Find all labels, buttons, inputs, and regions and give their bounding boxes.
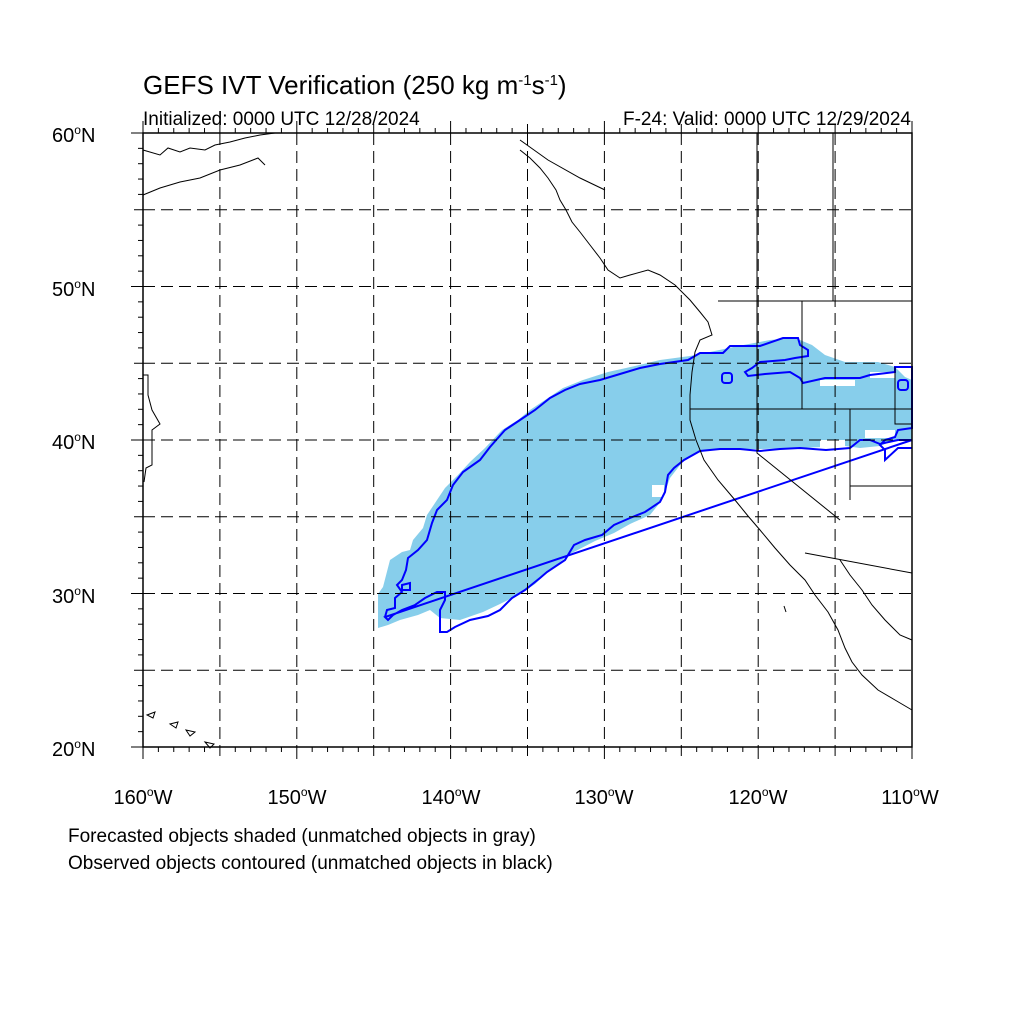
lon-label-120w: 120oW [728,785,788,809]
forecast-legend-note: Forecasted objects shaded (unmatched obj… [68,826,536,847]
border-ca-nv [756,409,841,521]
lon-label-150w: 150oW [267,785,327,809]
axis-ticks [131,121,913,759]
lat-label-40n: 40oN [52,430,96,454]
hawaii-islands [145,711,215,749]
lon-label-110w: 110oW [881,785,939,809]
lon-label-130w: 130oW [574,785,634,809]
observed-object-small-1 [721,372,733,384]
alaska-coast [142,132,913,711]
observed-object-small-3 [401,581,411,591]
lat-label-30n: 30oN [52,584,96,608]
forecast-edge-gaps [652,372,895,497]
observed-object-small-2 [897,379,909,391]
border-ak-hawaii-line [143,374,161,483]
coastlines [142,132,913,749]
forecast-object-shaded [378,338,912,628]
border-az [894,367,912,425]
state-borders [143,133,913,574]
graticule [143,133,912,747]
border-mx [804,552,913,574]
init-time-label: Initialized: 0000 UTC 12/28/2024 [143,109,420,130]
observed-legend-note: Observed objects contoured (unmatched ob… [68,853,553,874]
baja-coast [839,559,913,641]
border-bc-ak [519,139,606,191]
lat-label-20n: 20oN [52,737,96,761]
lat-label-60n: 60oN [52,123,96,147]
small-island [783,605,787,613]
lat-label-50n: 50oN [52,277,96,301]
border-canada [756,133,834,301]
valid-time-label: F-24: Valid: 0000 UTC 12/29/2024 [623,109,911,130]
chart-title: GEFS IVT Verification (250 kg m-1s-1) [143,70,567,100]
lon-label-140w: 140oW [421,785,481,809]
lon-label-160w: 160oW [113,785,173,809]
